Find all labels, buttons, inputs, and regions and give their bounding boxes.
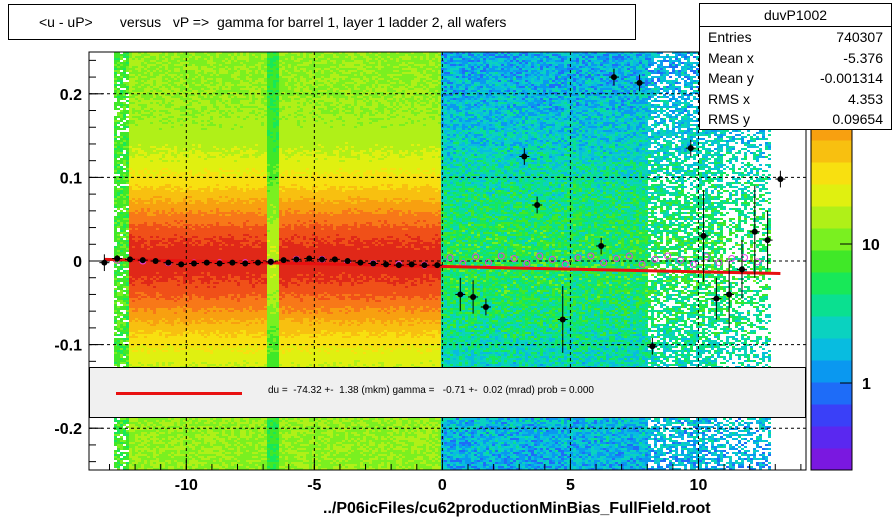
profile-point xyxy=(357,260,363,266)
profile-point xyxy=(281,257,287,263)
profile-point xyxy=(319,256,325,262)
profile-point xyxy=(165,260,171,266)
profile-point xyxy=(293,256,299,262)
color-scale-bin xyxy=(811,228,852,251)
profile-point xyxy=(255,260,261,266)
stats-value: 0.09654 xyxy=(832,109,883,130)
profile-point xyxy=(457,291,463,297)
profile-point xyxy=(521,154,527,160)
profile-point xyxy=(153,258,159,264)
color-scale-bin xyxy=(811,162,852,185)
profile-point xyxy=(409,261,415,267)
profile-point xyxy=(649,343,655,349)
profile-point xyxy=(127,256,133,262)
color-scale-label: 10 xyxy=(862,237,880,254)
profile-point xyxy=(483,304,489,310)
stats-value: -0.001314 xyxy=(820,68,883,89)
color-scale-bin xyxy=(811,360,852,383)
color-scale-bin xyxy=(811,404,852,427)
profile-point xyxy=(229,260,235,266)
profile-point xyxy=(560,317,566,323)
stats-value: -5.376 xyxy=(843,48,883,69)
color-scale-bin xyxy=(811,382,852,405)
profile-point xyxy=(242,261,248,267)
stats-label: Mean y xyxy=(708,68,754,89)
profile-point xyxy=(434,262,440,268)
color-scale-bin xyxy=(811,294,852,317)
profile-point xyxy=(101,260,107,266)
profile-point xyxy=(598,243,604,249)
profile-point xyxy=(765,237,771,243)
profile-point xyxy=(306,255,312,261)
y-tick-label: 0.1 xyxy=(60,170,82,187)
color-scale-label: 1 xyxy=(862,376,871,393)
profile-point xyxy=(332,256,338,262)
profile-point xyxy=(396,262,402,268)
profile-point xyxy=(383,261,389,267)
profile-point xyxy=(191,261,197,267)
profile-point xyxy=(370,261,376,267)
stats-box: duvP1002 Entries 740307 Mean x -5.376 Me… xyxy=(699,3,892,130)
profile-point xyxy=(713,296,719,302)
color-scale-bin xyxy=(811,206,852,229)
profile-point xyxy=(204,260,210,266)
profile-point xyxy=(611,74,617,80)
profile-point xyxy=(637,80,643,86)
color-scale-bin xyxy=(811,250,852,273)
color-scale-bin xyxy=(811,140,852,163)
stats-row-entries: Entries 740307 xyxy=(700,27,891,48)
x-tick-label: 10 xyxy=(690,477,708,494)
profile-point xyxy=(701,233,707,239)
color-scale-bin xyxy=(811,316,852,339)
profile-point xyxy=(777,176,783,182)
color-scale-bin xyxy=(811,338,852,361)
color-scale-bin xyxy=(811,272,852,295)
stats-name: duvP1002 xyxy=(700,4,891,27)
fit-legend-line xyxy=(116,392,242,395)
profile-point xyxy=(178,261,184,267)
profile-point xyxy=(688,145,694,151)
plot-title: <u - uP> versus vP => gamma for barrel 1… xyxy=(8,4,636,40)
x-tick-label: 5 xyxy=(566,477,575,494)
profile-point xyxy=(739,266,745,272)
stats-label: RMS y xyxy=(708,109,750,130)
profile-point xyxy=(470,294,476,300)
color-scale-bin xyxy=(811,448,852,471)
profile-point xyxy=(345,258,351,264)
y-tick-label: -0.2 xyxy=(54,421,82,438)
stats-label: Entries xyxy=(708,27,752,48)
stats-row-mean-y: Mean y -0.001314 xyxy=(700,68,891,89)
fit-legend: du = -74.32 +- 1.38 (mkm) gamma = -0.71 … xyxy=(89,367,806,418)
stats-label: Mean x xyxy=(708,48,754,69)
profile-point xyxy=(140,257,146,263)
stats-value: 740307 xyxy=(836,27,883,48)
x-tick-label: 0 xyxy=(438,477,447,494)
profile-point xyxy=(421,262,427,268)
profile-point xyxy=(752,229,758,235)
x-tick-label: -5 xyxy=(307,477,321,494)
profile-point xyxy=(534,202,540,208)
x-tick-label: -10 xyxy=(175,477,198,494)
profile-point xyxy=(217,261,223,267)
color-scale-bin xyxy=(811,426,852,449)
y-tick-label: 0 xyxy=(73,254,82,271)
profile-point xyxy=(268,259,274,265)
profile-point xyxy=(114,255,120,261)
stats-row-mean-x: Mean x -5.376 xyxy=(700,48,891,69)
color-scale-bin xyxy=(811,184,852,207)
y-tick-label: 0.2 xyxy=(60,87,82,104)
stats-row-rms-x: RMS x 4.353 xyxy=(700,89,891,110)
stats-value: 4.353 xyxy=(848,89,883,110)
profile-point xyxy=(726,291,732,297)
footer-filename: ../P06icFiles/cu62productionMinBias_Full… xyxy=(323,500,711,518)
y-tick-label: -0.1 xyxy=(54,338,82,355)
stats-label: RMS x xyxy=(708,89,750,110)
stats-row-rms-y: RMS y 0.09654 xyxy=(700,109,891,130)
fit-legend-text: du = -74.32 +- 1.38 (mkm) gamma = -0.71 … xyxy=(268,385,594,396)
